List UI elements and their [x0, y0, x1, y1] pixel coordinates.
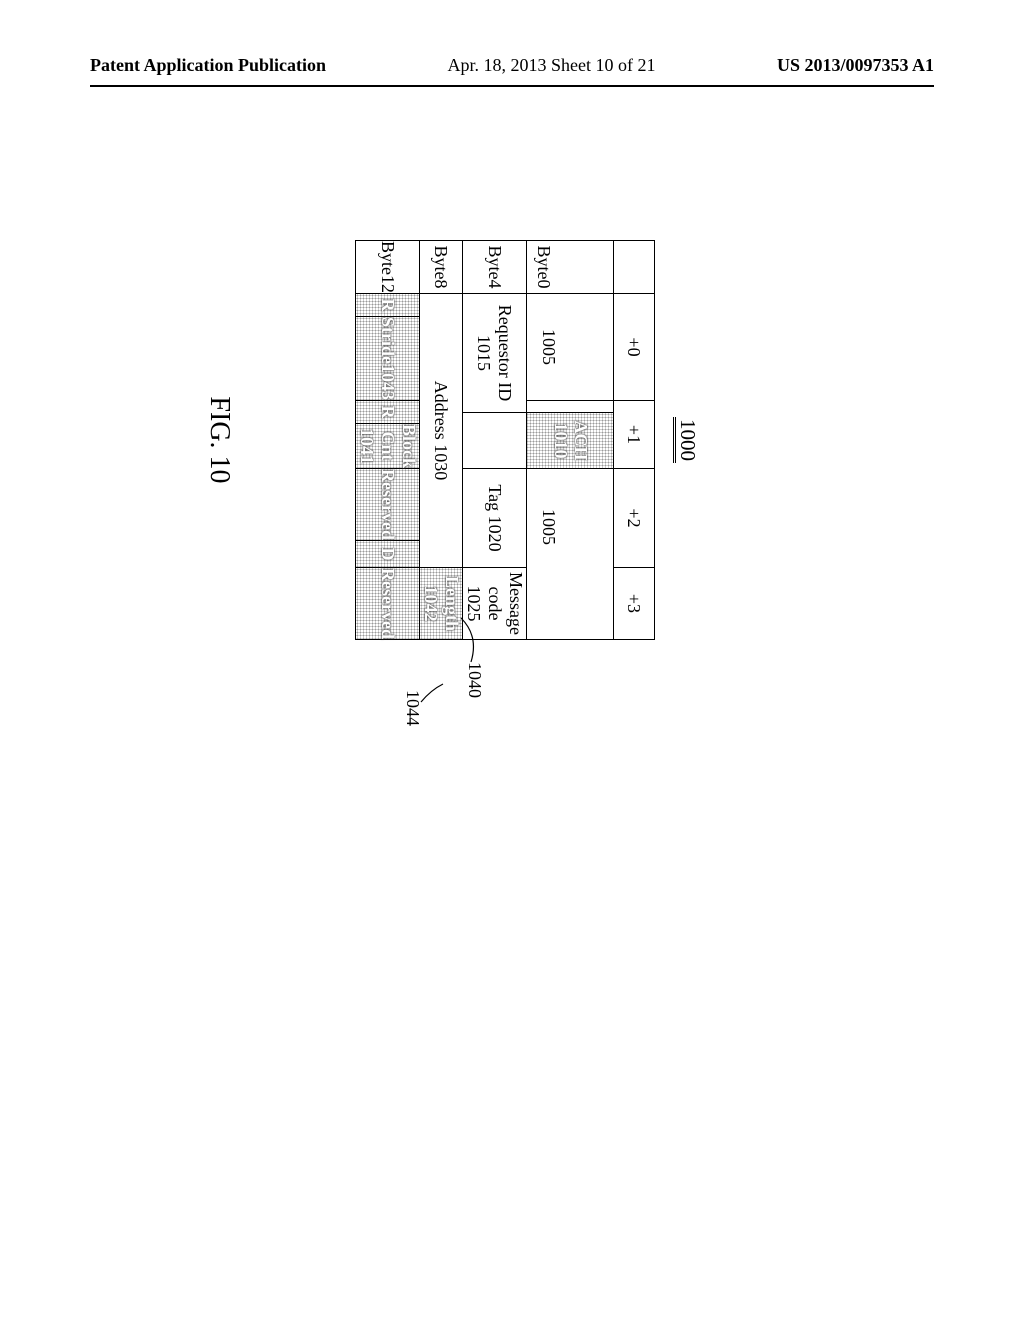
callout-1044: 1044: [402, 690, 423, 726]
cell-ach: ACH1010: [527, 412, 613, 468]
header-right: US 2013/0097353 A1: [777, 55, 934, 76]
col-header-row: +0 +1 +2 +3: [614, 241, 655, 640]
header-left: Patent Application Publication: [90, 55, 326, 76]
cell-requestor: Requestor ID 1015: [463, 294, 527, 469]
row-byte0: Byte0 1005 ACH1010: [527, 241, 614, 640]
cell-reserved1: Reserved: [356, 469, 419, 541]
page-header: Patent Application Publication Apr. 18, …: [90, 55, 934, 76]
cell-ach-col: ACH1010: [527, 401, 614, 469]
cell-address: Address 1030: [420, 294, 463, 568]
cell-d: D: [356, 541, 419, 567]
packet-layout-table: +0 +1 +2 +3 Byte0 1005: [355, 240, 655, 640]
col-header-2: +2: [614, 469, 655, 568]
row-label-byte4: Byte4: [463, 241, 527, 294]
figure-rotated: 1000 +0 +1 +2 +3 Byte0 1005: [203, 240, 700, 640]
cell-length: Length 1042: [420, 568, 463, 640]
header-rule: [90, 85, 934, 87]
figure-ref-label: 1000: [675, 240, 700, 640]
table-container: +0 +1 +2 +3 Byte0 1005: [355, 240, 655, 640]
figure-caption: FIG. 10: [203, 240, 235, 640]
row-label-byte0: Byte0: [527, 241, 614, 294]
header-center: Apr. 18, 2013 Sheet 10 of 21: [448, 55, 656, 76]
cell-tag: Tag 1020: [463, 469, 527, 568]
cell-byte12-c0: R Stride1043: [356, 294, 420, 401]
cell-byte12-c2: Reserved D: [356, 469, 420, 568]
row-label-byte8: Byte8: [420, 241, 463, 294]
corner-cell: [614, 241, 655, 294]
cell-stride: Stride1043: [356, 317, 419, 400]
row-byte8: Byte8 Address 1030 Length 1042: [420, 241, 463, 640]
cell-1005-right: 1005: [527, 469, 614, 640]
cell-reserved2: Reserved: [356, 568, 420, 640]
figure-wrapper: 1000 +0 +1 +2 +3 Byte0 1005: [0, 200, 1024, 1200]
callout-1040: 1040: [464, 662, 485, 698]
col-header-3: +3: [614, 568, 655, 640]
row-byte12: Byte12 R Stride1043 R Block Cnt 1041 Res: [356, 241, 420, 640]
cell-r1: R: [356, 294, 419, 317]
cell-byte12-c1: R Block Cnt 1041: [356, 401, 420, 469]
cell-blockcnt: Block Cnt 1041: [356, 424, 419, 468]
col-header-1: +1: [614, 401, 655, 469]
leader-line-1044: [419, 680, 445, 714]
col-header-0: +0: [614, 294, 655, 401]
cell-1005-left: 1005: [527, 294, 614, 401]
row-byte4: Byte4 Requestor ID 1015 Tag 1020 Message…: [463, 241, 527, 640]
cell-r2: R: [356, 401, 419, 424]
row-label-byte12: Byte12: [356, 241, 420, 294]
